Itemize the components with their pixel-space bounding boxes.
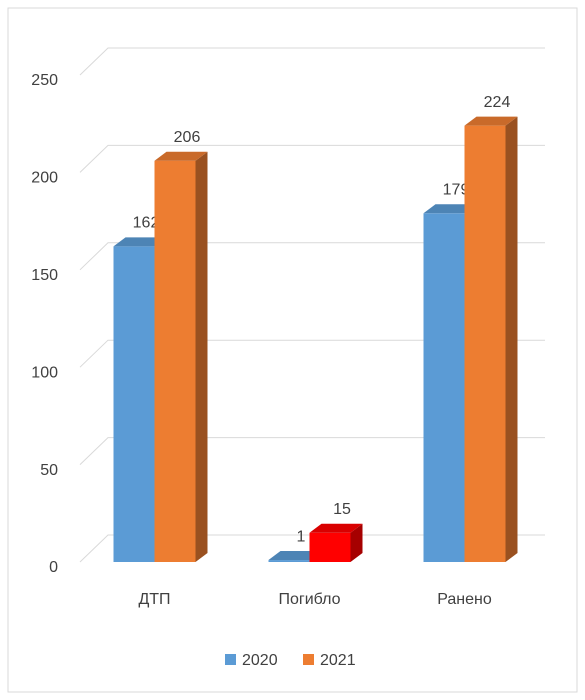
value-label: 1	[297, 528, 306, 545]
grid-line	[79, 534, 545, 563]
y-tick-label: 250	[31, 72, 58, 89]
bar-top	[309, 523, 363, 533]
bar	[113, 246, 155, 562]
bar-top	[113, 237, 167, 247]
value-label: 15	[333, 501, 351, 518]
bar-top	[154, 151, 208, 161]
x-tick-label: Погибло	[278, 591, 340, 608]
legend-label: 2021	[320, 652, 356, 669]
grid-line	[79, 47, 545, 76]
value-label: 206	[174, 129, 201, 146]
x-tick-label: Ранено	[437, 591, 492, 608]
legend-swatch	[303, 654, 314, 665]
grid-line	[79, 144, 545, 173]
grid-line	[79, 339, 545, 368]
value-label: 179	[443, 182, 470, 199]
bar	[268, 560, 310, 562]
bar	[309, 532, 351, 562]
bar-side	[350, 523, 363, 562]
bar-top	[423, 204, 477, 214]
bar	[154, 160, 196, 562]
bar-side	[505, 116, 518, 562]
bar-side	[195, 151, 208, 562]
bar-top	[268, 551, 322, 561]
y-tick-label: 0	[49, 559, 58, 576]
legend-label: 2020	[242, 652, 278, 669]
bar-top	[464, 116, 518, 126]
bar	[464, 125, 506, 562]
y-tick-label: 50	[40, 462, 58, 479]
grid-line	[79, 242, 545, 271]
value-label: 162	[133, 215, 160, 232]
bar	[423, 213, 465, 563]
grid-line	[79, 437, 545, 465]
x-tick-label: ДТП	[138, 591, 170, 608]
legend-swatch	[225, 654, 236, 665]
y-tick-label: 150	[31, 267, 58, 284]
y-tick-label: 200	[31, 170, 58, 187]
y-tick-label: 100	[31, 364, 58, 381]
value-label: 224	[484, 94, 511, 111]
